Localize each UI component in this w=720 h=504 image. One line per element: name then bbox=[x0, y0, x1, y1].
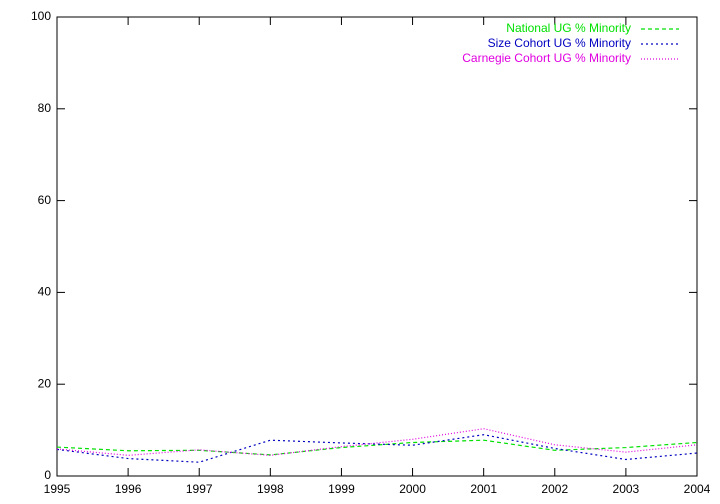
x-tick-label: 2004 bbox=[684, 482, 711, 496]
series-line bbox=[56, 434, 698, 463]
x-tick-label: 2003 bbox=[613, 482, 640, 496]
x-tick-label: 1997 bbox=[186, 482, 213, 496]
legend-label: Size Cohort UG % Minority bbox=[488, 36, 631, 50]
x-tick-label: 1996 bbox=[115, 482, 142, 496]
x-tick-label: 1998 bbox=[257, 482, 284, 496]
legend-label: National UG % Minority bbox=[506, 21, 631, 35]
x-tick-label: 2001 bbox=[470, 482, 497, 496]
plot-frame bbox=[56, 16, 698, 477]
y-tick-label: 60 bbox=[38, 193, 52, 207]
series-line bbox=[56, 428, 698, 456]
y-tick-label: 20 bbox=[38, 376, 52, 390]
x-tick-label: 2002 bbox=[541, 482, 568, 496]
x-tick-label: 1995 bbox=[44, 482, 71, 496]
x-tick-label: 1999 bbox=[328, 482, 355, 496]
y-tick-label: 40 bbox=[38, 285, 52, 299]
y-tick-label: 0 bbox=[44, 468, 51, 482]
y-tick-label: 80 bbox=[38, 101, 52, 115]
y-tick-label: 100 bbox=[31, 9, 51, 23]
x-tick-label: 2000 bbox=[399, 482, 426, 496]
legend-label: Carnegie Cohort UG % Minority bbox=[462, 51, 631, 65]
